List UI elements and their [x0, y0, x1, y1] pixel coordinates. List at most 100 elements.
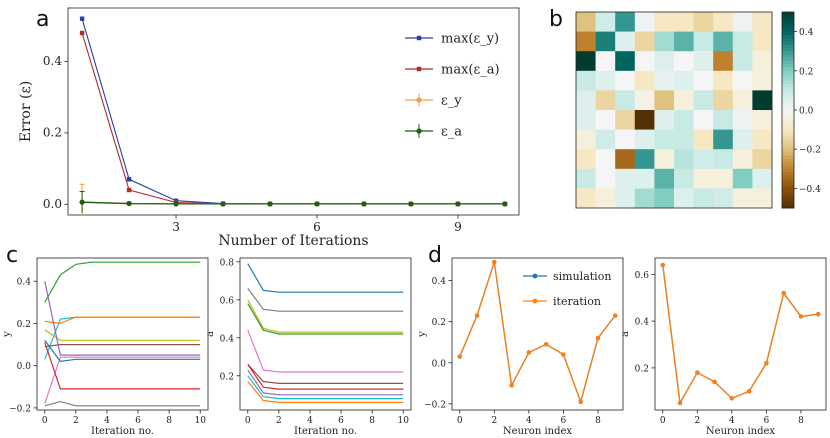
- colorbar-segment: [782, 191, 794, 196]
- heatmap-frame: [575, 11, 773, 209]
- panel-d-right-series-1-marker: [816, 311, 821, 317]
- colorbar-segment: [782, 116, 794, 121]
- heatmap-cell: [576, 12, 596, 32]
- panel-d-left-xtick-label: 6: [561, 416, 567, 426]
- panel-c-left-series-9: [44, 400, 201, 407]
- colorbar-segment: [782, 74, 794, 78]
- panel-a-series-3-marker: [408, 201, 414, 207]
- heatmap-cell: [752, 31, 773, 52]
- colorbar-segment: [782, 41, 794, 46]
- panel-c-left-ytick-label: 0.2: [17, 320, 31, 330]
- panel-c-right-series-7: [247, 369, 404, 396]
- panel-d-right-series-1-marker: [695, 370, 700, 375]
- panel-c-right-series-4: [247, 329, 404, 373]
- panel-d-right-ylabel: a: [620, 331, 631, 337]
- heatmap-cell: [674, 90, 694, 111]
- panel-d-right-series-1-marker: [798, 314, 804, 319]
- panel-d-right-series-1-marker: [781, 290, 786, 296]
- heatmap-cell: [674, 129, 694, 150]
- heatmap-cell: [654, 110, 675, 130]
- panel-a-frame: [67, 7, 520, 216]
- heatmap-cell: [634, 110, 655, 130]
- colorbar-tick-label: 0.0: [799, 107, 814, 117]
- heatmap-cell: [674, 70, 694, 91]
- heatmap-cell: [674, 51, 694, 72]
- panel-c-right-series-2: [247, 299, 404, 333]
- heatmap-cell: [654, 31, 675, 52]
- panel-d-left-series-1-marker: [509, 383, 514, 388]
- heatmap-cell: [674, 168, 694, 189]
- heatmap-cell: [674, 31, 694, 52]
- heatmap-cell: [654, 70, 675, 91]
- panel-c-left-series-1: [44, 316, 201, 360]
- panel-d-legend-1-marker: [532, 298, 538, 304]
- heatmap-cell: [634, 90, 655, 111]
- panel-d-left-series-1-line: [459, 261, 616, 404]
- heatmap-cell: [595, 110, 616, 130]
- heatmap-cell: [732, 90, 753, 111]
- heatmap-cell: [732, 168, 753, 189]
- colorbar-segment: [782, 149, 794, 153]
- heatmap-cell: [634, 149, 655, 170]
- heatmap-cell: [732, 110, 753, 130]
- colorbar-segment: [782, 21, 794, 26]
- panel-a-legend-3-label: ε_a: [441, 125, 462, 140]
- heatmap-cell: [654, 188, 675, 209]
- panel-d-right-series-1-marker: [764, 361, 769, 366]
- heatmap-cell: [595, 188, 616, 209]
- panel-d-right-xlabel: Neuron index: [706, 426, 775, 437]
- panel-a-series-1-marker: [126, 187, 132, 193]
- panel-d-left-xtick-label: 0: [457, 416, 463, 426]
- panel-d-left-ytick-label: 0.2: [432, 318, 446, 328]
- heatmap-cell: [732, 129, 753, 150]
- panel-d-right-frame: [654, 257, 827, 411]
- panel-a-series-0-marker: [79, 16, 85, 21]
- panel-c-right-xtick-label: 2: [276, 416, 282, 426]
- panel-c-right-xtick-label: 8: [369, 416, 375, 426]
- heatmap-cell: [752, 70, 773, 91]
- colorbar-segment: [782, 51, 794, 55]
- panel-d-right-xtick-label: 0: [660, 416, 666, 426]
- panel-d-right-series-1-marker: [746, 389, 752, 394]
- heatmap-cell: [752, 188, 773, 209]
- heatmap-cell: [615, 168, 636, 189]
- colorbar-segment: [782, 18, 794, 23]
- panel-d-left-series-1-marker: [543, 342, 549, 347]
- heatmap-cell: [615, 51, 636, 72]
- heatmap-cell: [693, 110, 714, 130]
- heatmap-cell: [654, 129, 675, 150]
- panel-c-left-series-5: [44, 281, 201, 356]
- heatmap-cell: [576, 31, 596, 52]
- heatmap-cell: [576, 90, 596, 111]
- panel-d-left-ytick-label: 0.0: [432, 359, 447, 369]
- panel-label-c: c: [6, 243, 18, 268]
- heatmap-cell: [713, 168, 734, 189]
- colorbar-segment: [782, 87, 794, 91]
- panel-a-legend-0-label: max(ε_y): [441, 32, 499, 47]
- heatmap-cell: [732, 149, 753, 170]
- panel-a-legend-2-marker: [416, 97, 422, 103]
- heatmap-cell: [693, 149, 714, 170]
- panel-d-left-series-0-line: [459, 261, 616, 404]
- panel-a-series-0-marker: [126, 177, 132, 182]
- colorbar-segment: [782, 142, 794, 147]
- heatmap-cell: [674, 12, 694, 32]
- heatmap-cell: [713, 110, 734, 130]
- heatmap-cell: [713, 51, 734, 72]
- panel-c-right-xlabel: Iteration no.: [294, 426, 357, 437]
- colorbar-segment: [782, 204, 794, 209]
- colorbar-segment: [782, 198, 794, 202]
- colorbar-segment: [782, 194, 794, 199]
- panel-c-left-xlabel: Iteration no.: [91, 426, 154, 437]
- panel-c-right-ytick-label: 0.6: [220, 296, 235, 306]
- colorbar-segment: [782, 185, 794, 189]
- panel-a-ytick-label: 0.0: [43, 197, 62, 211]
- heatmap-cell: [576, 149, 596, 170]
- panel-a-series-3-marker: [126, 200, 132, 207]
- panel-c-left-xtick-label: 10: [195, 416, 207, 426]
- panel-c-left-ytick-label: 0.0: [17, 362, 32, 372]
- panel-a-legend-3-marker: [416, 128, 422, 134]
- panel-d-legend-1-label: iteration: [553, 295, 601, 308]
- panel-d-left-series-1-marker: [561, 352, 566, 357]
- panel-c-right-series-5: [247, 363, 404, 384]
